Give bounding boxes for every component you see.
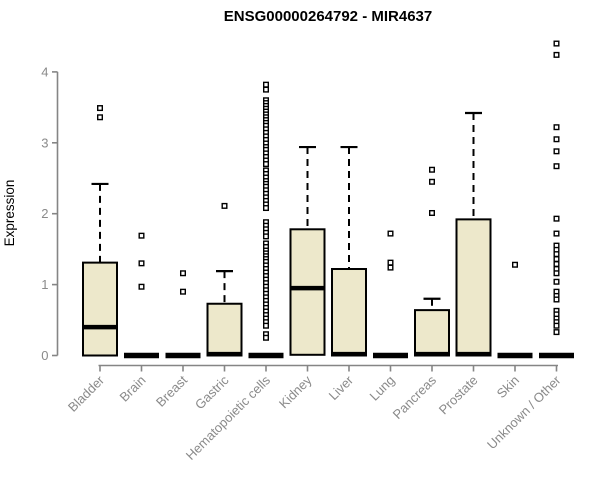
outlier-point [263,86,270,93]
y-tick-label: 1 [41,277,48,292]
outlier-point [263,233,270,240]
x-tick-label: Unknown / Other [484,372,564,452]
outlier-point [553,136,560,143]
outlier-point [263,334,270,341]
outlier-point [553,270,560,277]
outlier-point [263,322,270,329]
outlier-point [221,202,228,209]
x-tick-label: Bladder [65,372,108,415]
outlier-point [429,166,436,173]
chart-title: ENSG00000264792 - MIR4637 [224,8,432,25]
outlier-point [263,205,270,212]
outlier-point [553,278,560,285]
outlier-point [553,124,560,131]
y-axis-label: Expression [2,180,17,247]
box-bladder [82,261,118,357]
outlier-point [179,288,186,295]
outlier-point [96,114,103,121]
outlier-point [429,209,436,216]
outlier-point [553,261,560,268]
x-tick-label: Kidney [276,372,315,411]
collapsed-box-hematopoietic-cells [248,352,284,359]
outlier-point [553,329,560,336]
outlier-point [553,51,560,58]
outlier-point [553,215,560,222]
outlier-point [138,260,145,267]
outlier-point [553,163,560,170]
outlier-point [553,230,560,237]
y-tick-label: 2 [41,206,48,221]
outlier-point [553,322,560,329]
x-tick-label: Brain [117,373,149,405]
outlier-point [263,81,270,88]
box-pancreas [414,309,450,357]
outlier-point [387,230,394,237]
outlier-point [263,161,270,168]
x-tick-label: Skin [494,373,522,401]
outlier-point [179,270,186,277]
x-tick-label: Gastric [192,372,232,412]
outlier-point [553,148,560,155]
box-kidney [289,228,326,356]
outlier-point [138,232,145,239]
y-tick-label: 0 [41,348,48,363]
collapsed-box-breast [165,352,201,359]
outlier-point [138,283,145,290]
x-tick-label: Prostate [436,373,481,418]
collapsed-box-skin [497,352,533,359]
outlier-point [553,256,560,263]
outlier-point [387,259,394,266]
outlier-point [553,251,560,258]
outlier-point [553,40,560,47]
outlier-point [429,178,436,185]
outlier-point [387,264,394,271]
y-tick-label: 3 [41,135,48,150]
collapsed-box-lung [373,352,408,359]
x-tick-label: Liver [326,372,357,403]
box-liver [331,268,367,357]
box-prostate [455,218,492,357]
x-tick-label: Lung [367,373,398,404]
outlier-point [553,296,560,303]
box-gastric [206,302,243,357]
x-tick-label: Breast [153,372,190,409]
outlier-point [512,261,519,268]
y-tick-label: 4 [41,64,48,79]
outlier-point [96,105,103,112]
x-tick-label: Pancreas [390,372,440,422]
collapsed-box-brain [124,352,159,359]
collapsed-box-unknown-other [539,352,574,359]
